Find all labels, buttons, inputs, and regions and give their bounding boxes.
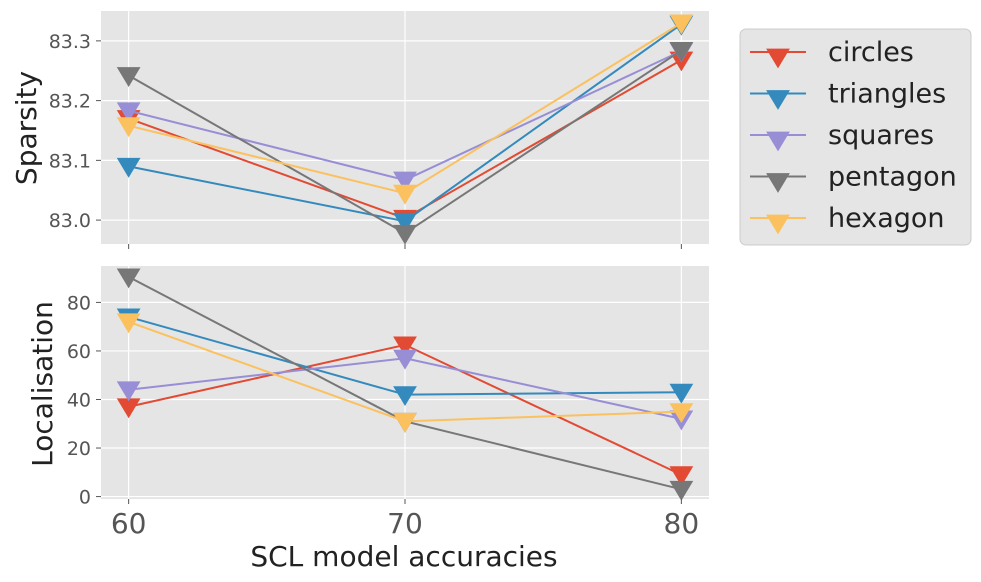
sparsity-marker-triangles: [116, 157, 141, 178]
legend-item-triangles: triangles: [750, 79, 946, 110]
sparsity-series: [116, 14, 694, 245]
x-tick-label: 70: [387, 507, 423, 540]
legend-item-pentagon: pentagon: [750, 162, 957, 193]
localisation-marker-pentagon: [669, 480, 694, 501]
sparsity-series-pentagon: [116, 42, 694, 245]
x-axis-label: SCL model accuracies: [250, 540, 557, 573]
localisation-marker-hexagon: [116, 313, 141, 334]
localisation-marker-pentagon: [116, 268, 141, 289]
localisation-marker-squares: [393, 349, 417, 370]
legend-label-circles: circles: [828, 37, 914, 68]
sparsity-marker-hexagon: [393, 184, 417, 205]
localisation-marker-triangles: [669, 383, 694, 404]
legend-marker-triangles: [766, 90, 790, 110]
sparsity-marker-pentagon: [116, 67, 141, 87]
legend-frame: [739, 28, 972, 246]
localisation-series: [116, 268, 694, 501]
localisation-y-ticks: 0 20 40 60 80: [67, 292, 101, 509]
sparsity-y-tick-label: 83.0: [49, 210, 91, 232]
legend-items: circles triangles squares pentagon hexagon: [750, 37, 957, 235]
legend-item-squares: squares: [750, 120, 934, 152]
localisation-y-tick-label: 20: [67, 438, 91, 460]
legend-label-squares: squares: [828, 120, 934, 151]
legend-marker-hexagon: [766, 214, 790, 235]
legend-marker-squares: [766, 131, 790, 152]
localisation-series-circles: [116, 336, 694, 487]
legend-marker-circles: [766, 48, 790, 69]
localisation-marker-circles: [393, 336, 417, 357]
sparsity-y-tick-label: 83.3: [49, 31, 91, 53]
localisation-y-tick-label: 40: [67, 389, 91, 411]
localisation-y-tick-label: 60: [67, 341, 91, 363]
localisation-y-axis-label: Localisation: [26, 301, 59, 467]
sparsity-marker-hexagon: [116, 117, 141, 138]
localisation-marker-hexagon: [669, 403, 694, 424]
x-tick-label: 60: [111, 507, 147, 540]
sparsity-marker-squares: [393, 171, 417, 192]
localisation-y-tick-label: 0: [79, 487, 91, 509]
localisation-axes: 0 20 40 60 80 60 70 80 Localisation SCL model …: [26, 266, 709, 573]
legend: circles triangles squares pentagon hexagon: [739, 28, 972, 246]
sparsity-marker-triangles: [393, 212, 417, 233]
sparsity-marker-pentagon: [393, 224, 417, 245]
sparsity-marker-hexagon: [669, 14, 694, 35]
sparsity-x-ticks: [128, 244, 682, 249]
sparsity-marker-squares: [116, 102, 141, 123]
sparsity-y-tick-label: 83.2: [49, 91, 91, 113]
sparsity-y-ticks: 83.0 83.1 83.2 83.3: [49, 31, 101, 232]
localisation-series-hexagon: [116, 313, 694, 433]
legend-marker-pentagon: [766, 173, 790, 193]
sparsity-y-tick-label: 83.1: [49, 150, 91, 172]
sparsity-axes: 83.0 83.1 83.2 83.3 Sparsity: [10, 11, 709, 249]
legend-item-circles: circles: [750, 37, 914, 69]
localisation-marker-triangles: [393, 386, 417, 407]
legend-item-hexagon: hexagon: [750, 203, 945, 235]
legend-label-triangles: triangles: [828, 79, 946, 110]
sparsity-grid: [101, 11, 709, 244]
localisation-marker-hexagon: [393, 412, 417, 433]
localisation-marker-circles: [669, 466, 694, 487]
localisation-x-ticks: 60 70 80: [111, 499, 699, 540]
sparsity-y-axis-label: Sparsity: [10, 71, 43, 185]
legend-label-hexagon: hexagon: [828, 203, 945, 234]
sparsity-marker-pentagon: [669, 42, 694, 62]
legend-label-pentagon: pentagon: [828, 162, 957, 193]
sparsity-series-hexagon: [116, 14, 694, 205]
localisation-marker-squares: [116, 381, 141, 402]
x-tick-label: 80: [664, 507, 700, 540]
localisation-y-tick-label: 80: [67, 292, 91, 314]
